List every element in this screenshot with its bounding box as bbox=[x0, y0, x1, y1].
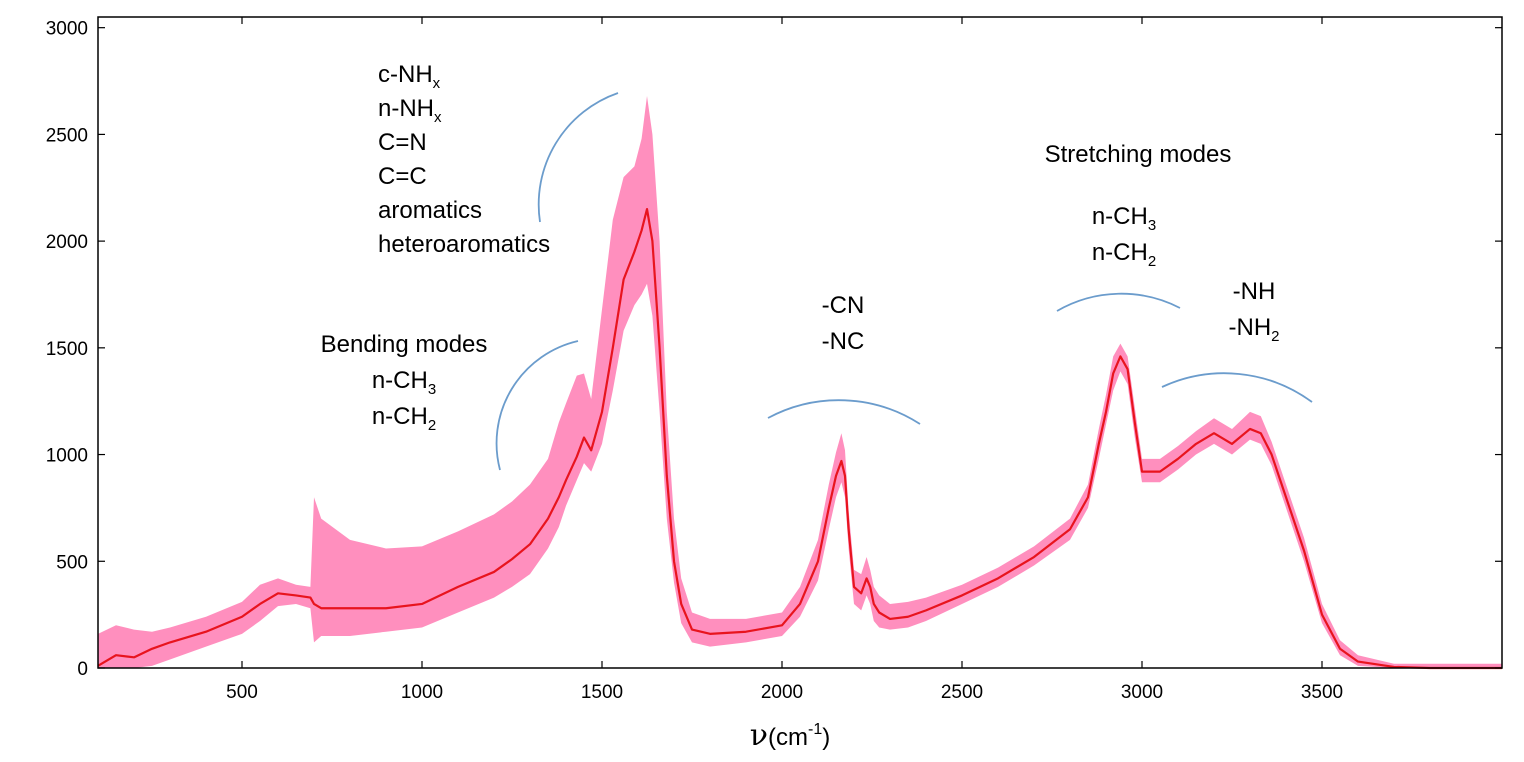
plot-frame bbox=[97, 16, 1503, 669]
annotation-line: C=C bbox=[378, 163, 427, 190]
bracket-arc bbox=[495, 340, 579, 471]
annotation-stretching-title: Stretching modes bbox=[1045, 141, 1232, 168]
mean-line-layer bbox=[97, 207, 1502, 670]
annotation-line: -NC bbox=[822, 328, 865, 355]
bracket-arc bbox=[537, 92, 619, 223]
x-axis-label-symbol: ν bbox=[750, 718, 768, 753]
x-tick-label: 1000 bbox=[401, 682, 443, 703]
y-tick-label: 500 bbox=[56, 552, 88, 573]
annotation-line: c-NHx bbox=[378, 61, 441, 92]
bracket-arc bbox=[1056, 292, 1181, 312]
bracket-arcs bbox=[495, 92, 1313, 471]
y-tick-label: 1500 bbox=[46, 339, 88, 360]
x-tick-label: 2000 bbox=[761, 682, 803, 703]
mean-line bbox=[97, 207, 1502, 670]
annotation-bending: Bending modes n-CH3 n-CH2 bbox=[321, 331, 488, 434]
bracket-arc bbox=[767, 399, 921, 425]
y-tick-label: 2000 bbox=[46, 232, 88, 253]
annotation-amine: -NH -NH2 bbox=[1229, 278, 1280, 345]
annotation-line: -CN bbox=[822, 292, 865, 319]
annotation-line: -NH2 bbox=[1229, 314, 1280, 345]
x-tick-label: 500 bbox=[226, 682, 258, 703]
y-tick-label: 3000 bbox=[46, 19, 88, 40]
y-tick-label: 0 bbox=[77, 659, 88, 680]
annotation-line: C=N bbox=[378, 129, 427, 156]
annotation-stretching-ch: n-CH3 n-CH2 bbox=[1092, 203, 1156, 270]
spread-band bbox=[98, 95, 1502, 669]
x-tick-label: 1500 bbox=[581, 682, 623, 703]
annotation-line: n-NHx bbox=[378, 95, 442, 126]
x-tick-label: 2500 bbox=[941, 682, 983, 703]
x-axis-label-text: (cm bbox=[768, 724, 808, 751]
annotation-line: n-CH3 bbox=[372, 367, 436, 398]
y-tick-label: 1000 bbox=[46, 446, 88, 467]
spread-band-layer bbox=[98, 95, 1502, 669]
x-axis-label-sup: -1 bbox=[808, 721, 822, 738]
annotation-line: heteroaromatics bbox=[378, 231, 550, 258]
annotation-line: n-CH2 bbox=[372, 403, 436, 434]
annotation-line: n-CH2 bbox=[1092, 239, 1156, 270]
axis-ticks: 500 1000 1500 2000 2500 3000 3500 0 500 1000 1500 2… bbox=[46, 17, 1502, 703]
x-axis-label: ν(cm-1) bbox=[750, 718, 830, 753]
annotation-line: Stretching modes bbox=[1045, 141, 1232, 168]
annotation-cyano: -CN -NC bbox=[822, 292, 865, 355]
x-axis-label-close: ) bbox=[822, 724, 830, 751]
y-tick-label: 2500 bbox=[46, 125, 88, 146]
annotation-line: Bending modes bbox=[321, 331, 488, 358]
annotation-line: aromatics bbox=[378, 197, 482, 224]
bracket-arc bbox=[1161, 372, 1313, 403]
x-tick-label: 3000 bbox=[1121, 682, 1163, 703]
annotation-line: n-CH3 bbox=[1092, 203, 1156, 234]
annotation-line: -NH bbox=[1233, 278, 1276, 305]
x-tick-label: 3500 bbox=[1301, 682, 1343, 703]
